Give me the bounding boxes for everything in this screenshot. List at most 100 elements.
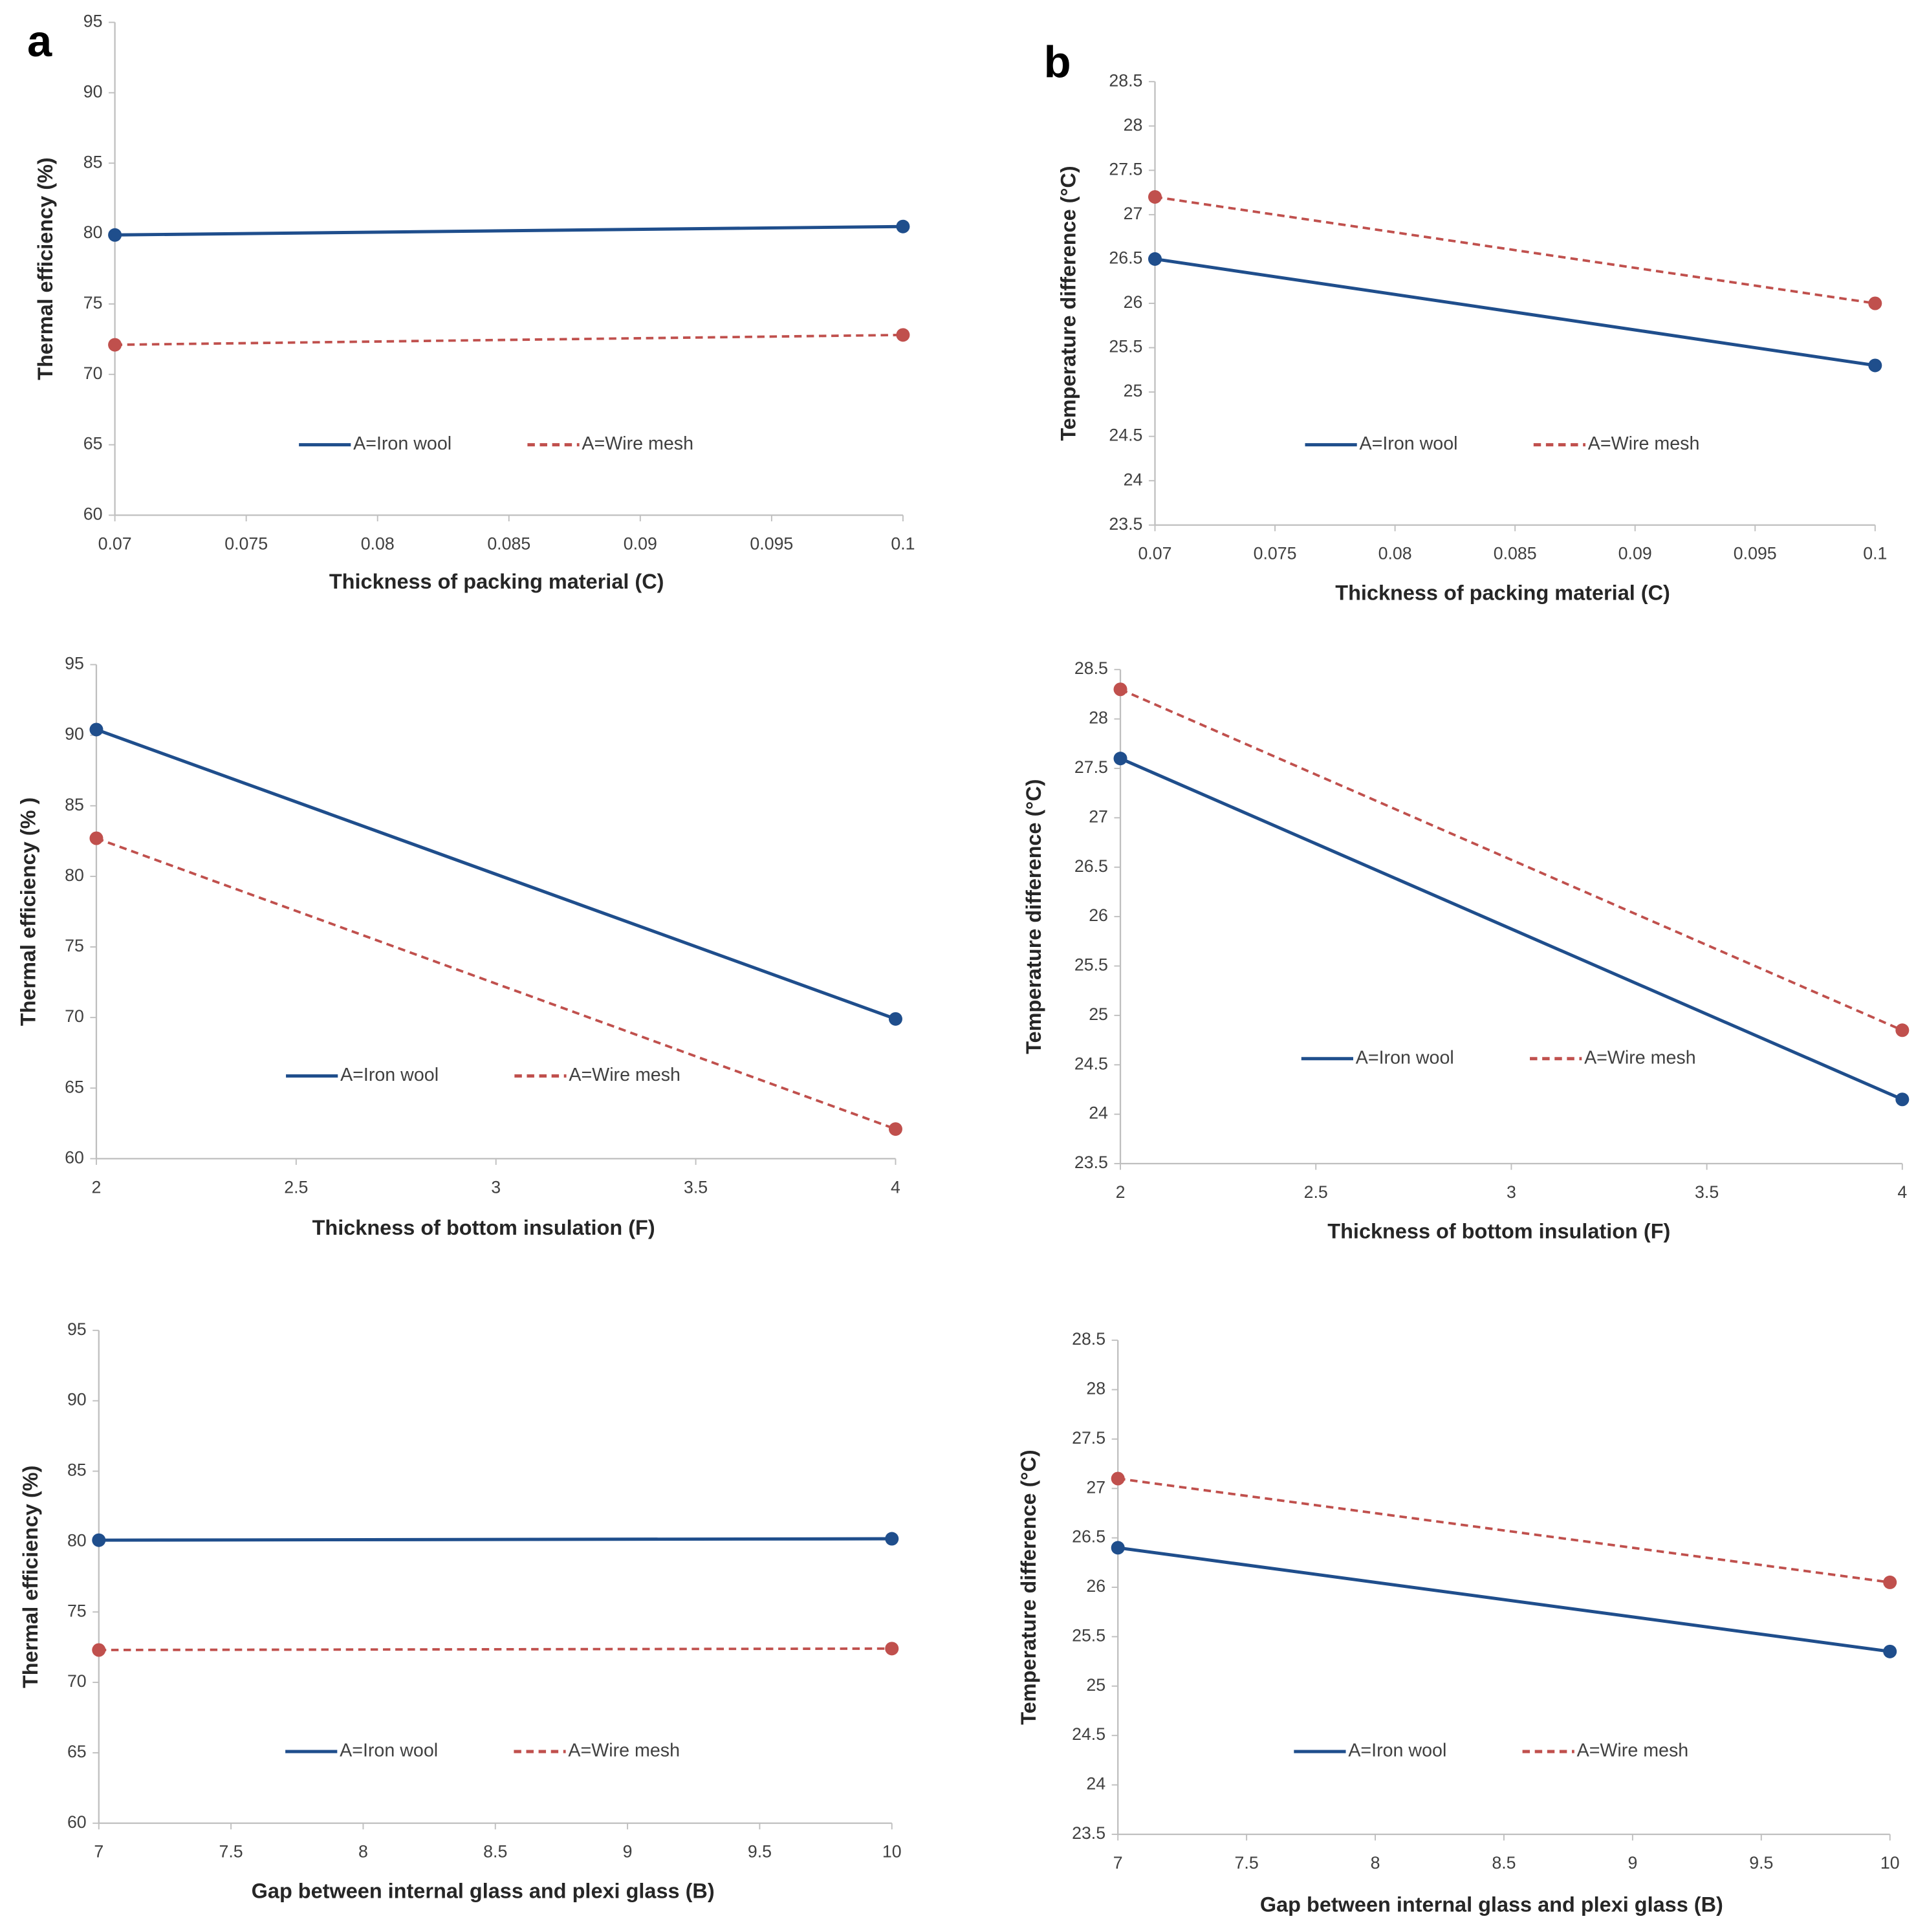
legend-label: A=Iron wool	[340, 1065, 439, 1085]
data-point	[1113, 752, 1127, 766]
y-tick-label: 60	[83, 505, 103, 524]
x-tick-label: 4	[891, 1177, 900, 1197]
x-tick-label: 2.5	[1304, 1182, 1328, 1202]
y-tick-label: 25	[1124, 381, 1143, 400]
x-tick-label: 3.5	[1695, 1182, 1719, 1202]
y-axis-title: Thermal efficiency (%)	[19, 1466, 42, 1688]
panel-label: a	[27, 16, 52, 66]
x-axis-title: Gap between internal glass and plexi gla…	[1260, 1893, 1723, 1916]
x-tick-label: 7.5	[1235, 1853, 1259, 1872]
data-point	[896, 219, 910, 233]
y-tick-label: 27.5	[1074, 757, 1108, 777]
x-tick-label: 4	[1897, 1182, 1907, 1202]
legend-label: A=Wire mesh	[568, 1741, 680, 1761]
data-point	[885, 1642, 899, 1656]
data-point	[885, 1532, 899, 1546]
series-line	[96, 837, 897, 1131]
x-tick-label: 9	[1628, 1853, 1637, 1872]
y-tick-label: 28	[1086, 1379, 1105, 1398]
x-tick-label: 9.5	[1749, 1853, 1773, 1872]
y-tick-label: 26.5	[1109, 248, 1142, 267]
x-tick-label: 7.5	[219, 1842, 243, 1861]
series-line	[96, 728, 897, 1021]
data-point	[1113, 682, 1127, 697]
y-tick-label: 26.5	[1074, 856, 1108, 876]
data-point	[888, 1122, 902, 1136]
data-point	[1895, 1023, 1910, 1037]
y-tick-label: 95	[83, 12, 103, 31]
y-tick-label: 28.5	[1072, 1329, 1105, 1349]
y-tick-label: 80	[83, 223, 103, 242]
x-tick-label: 0.075	[1254, 544, 1297, 563]
x-tick-label: 0.08	[361, 534, 395, 553]
y-axis-title: Thermal efficiency (% )	[16, 798, 39, 1026]
x-tick-label: 2	[92, 1177, 102, 1197]
data-point	[1148, 190, 1162, 204]
y-tick-label: 85	[65, 795, 84, 814]
y-tick-label: 75	[67, 1601, 87, 1620]
y-tick-label: 24.5	[1109, 426, 1142, 445]
data-point	[1111, 1471, 1125, 1486]
y-tick-label: 28	[1124, 115, 1143, 135]
x-tick-label: 0.085	[487, 534, 530, 553]
y-tick-label: 85	[67, 1460, 87, 1480]
y-tick-label: 60	[65, 1147, 84, 1167]
series-line	[98, 1647, 892, 1651]
x-axis-title: Thickness of packing material (C)	[329, 570, 664, 593]
y-tick-label: 95	[67, 1319, 87, 1339]
y-tick-label: 24	[1086, 1774, 1105, 1794]
y-tick-label: 24	[1124, 470, 1143, 489]
legend-label: A=Iron wool	[1360, 433, 1458, 454]
y-tick-label: 24.5	[1072, 1724, 1105, 1744]
x-tick-label: 3	[1507, 1182, 1516, 1202]
y-tick-label: 27	[1124, 204, 1143, 223]
y-tick-label: 90	[67, 1390, 87, 1409]
y-tick-label: 23.5	[1072, 1823, 1105, 1843]
legend-label: A=Wire mesh	[1588, 433, 1700, 454]
x-tick-label: 0.075	[224, 534, 268, 553]
x-tick-label: 0.07	[1138, 544, 1171, 563]
y-tick-label: 85	[83, 152, 103, 171]
y-tick-label: 75	[83, 293, 103, 312]
data-point	[92, 1533, 106, 1547]
x-axis-title: Thickness of bottom insulation (F)	[312, 1216, 655, 1239]
y-tick-label: 28	[1089, 708, 1108, 728]
y-tick-label: 25.5	[1072, 1625, 1105, 1645]
legend-label: A=Wire mesh	[582, 433, 693, 454]
y-tick-label: 27	[1086, 1477, 1105, 1497]
y-axis-title: Temperature difference (°C)	[1022, 779, 1045, 1054]
x-tick-label: 0.1	[891, 534, 915, 553]
y-tick-label: 28.5	[1109, 71, 1142, 90]
data-point	[108, 338, 122, 352]
data-point	[89, 722, 103, 737]
x-tick-label: 8.5	[1492, 1853, 1516, 1872]
series-line	[1120, 688, 1903, 1032]
series-line	[1117, 1477, 1890, 1584]
x-tick-label: 0.085	[1494, 544, 1537, 563]
x-tick-label: 0.095	[750, 534, 793, 553]
y-tick-label: 27.5	[1109, 159, 1142, 179]
y-tick-label: 26	[1124, 292, 1143, 312]
data-point	[896, 328, 910, 342]
data-point	[1883, 1644, 1897, 1658]
x-tick-label: 9	[623, 1842, 633, 1861]
x-tick-label: 0.09	[1618, 544, 1652, 563]
x-tick-label: 0.1	[1863, 544, 1887, 563]
x-tick-label: 7	[94, 1842, 103, 1861]
panel-label: b	[1044, 38, 1071, 87]
y-axis-title: Temperature difference (°C)	[1056, 166, 1080, 440]
data-point	[108, 228, 122, 242]
x-tick-label: 2.5	[284, 1177, 308, 1197]
x-axis-title: Gap between internal glass and plexi gla…	[252, 1879, 715, 1902]
data-point	[92, 1643, 106, 1657]
legend-label: A=Iron wool	[353, 433, 452, 454]
legend-label: A=Iron wool	[340, 1741, 438, 1761]
data-point	[89, 831, 103, 845]
y-tick-label: 26	[1089, 906, 1108, 925]
x-tick-label: 10	[1880, 1853, 1900, 1872]
y-tick-label: 25.5	[1074, 955, 1108, 975]
y-tick-label: 70	[67, 1671, 87, 1691]
series-line	[1117, 1546, 1891, 1653]
series-line	[114, 333, 903, 346]
